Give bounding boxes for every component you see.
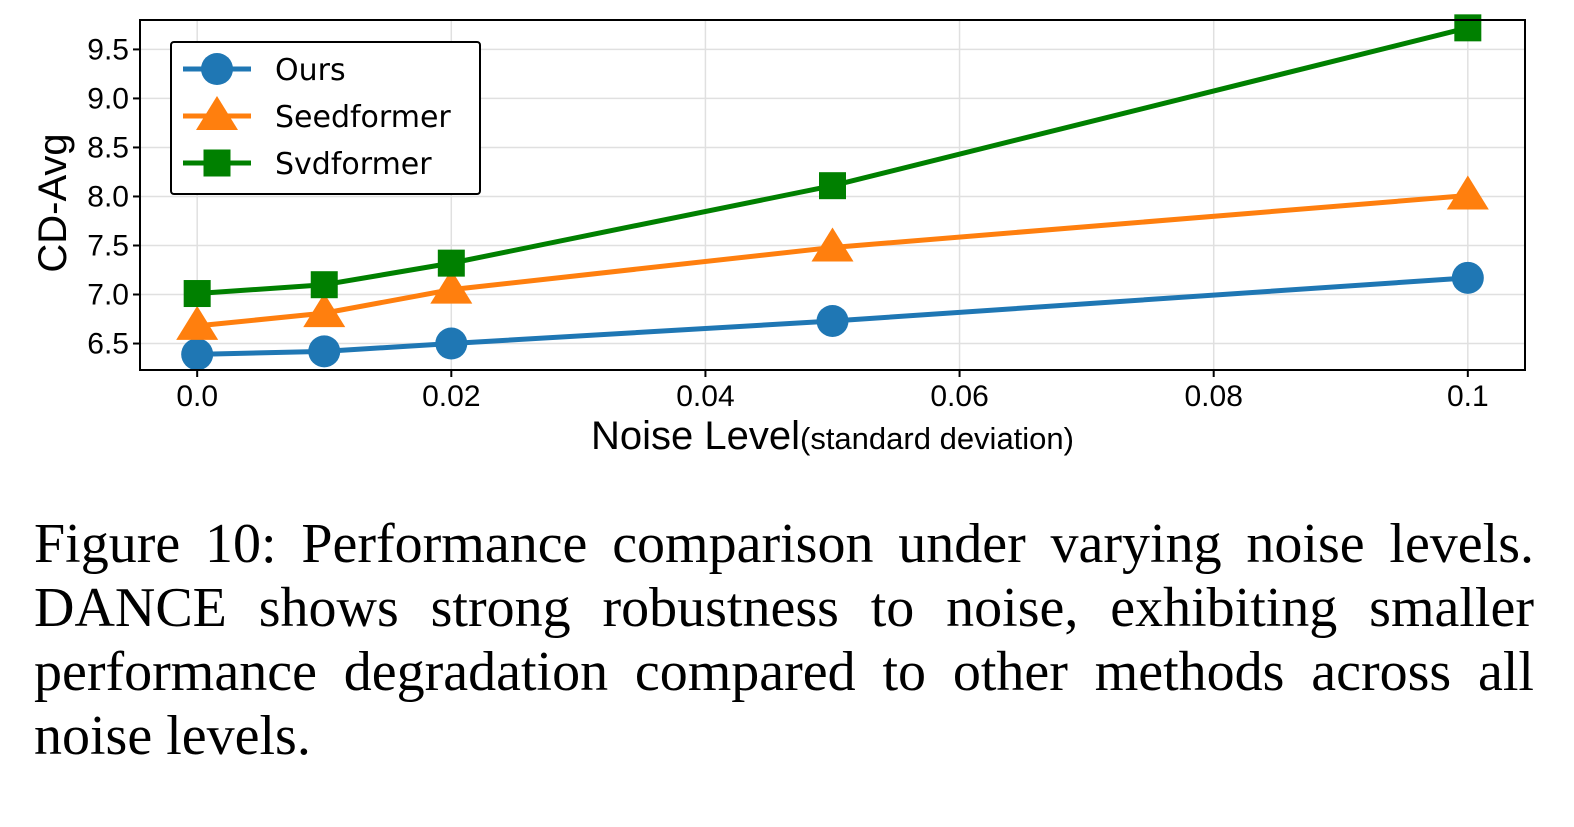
data-point-seedformer bbox=[1446, 175, 1489, 210]
x-tick-label: 0.08 bbox=[1184, 380, 1242, 413]
x-tick-label: 0.04 bbox=[676, 380, 734, 413]
series-svdformer bbox=[183, 14, 1482, 308]
data-point-ours bbox=[435, 327, 468, 360]
plot-frame bbox=[139, 19, 1526, 371]
data-point-seedformer bbox=[811, 227, 854, 262]
series-group bbox=[176, 14, 1489, 371]
x-axis-label: Noise Level bbox=[591, 414, 800, 458]
data-point-svdformer bbox=[310, 271, 338, 299]
y-tick-label: 9.0 bbox=[87, 82, 129, 115]
legend: Ours Seedformer Svdformer bbox=[170, 41, 481, 195]
data-point-ours bbox=[1451, 261, 1484, 294]
y-tick-label: 8.5 bbox=[87, 131, 129, 164]
legend-item-ours: Ours bbox=[183, 53, 346, 88]
line-chart: 0.0 0.02 0.04 0.06 0.08 0.1 6.5 7.0 7.5 8.0 8.5 9.0… bbox=[31, 14, 1526, 458]
x-tick-label: 0.02 bbox=[422, 380, 480, 413]
data-point-svdformer bbox=[1454, 14, 1482, 42]
x-tick-label: 0.06 bbox=[930, 380, 988, 413]
legend-label-seedformer: Seedformer bbox=[275, 100, 451, 135]
data-point-seedformer bbox=[176, 305, 219, 340]
y-tick-label: 7.0 bbox=[87, 279, 129, 312]
legend-label-svdformer: Svdformer bbox=[275, 147, 432, 182]
legend-item-seedformer: Seedformer bbox=[183, 96, 451, 135]
series-seedformer bbox=[176, 175, 1489, 340]
y-tick-label: 9.5 bbox=[87, 33, 129, 66]
legend-box bbox=[170, 41, 481, 195]
x-axis-label-sub: (standard deviation) bbox=[800, 421, 1074, 456]
data-point-ours bbox=[816, 304, 849, 337]
legend-item-svdformer: Svdformer bbox=[183, 147, 432, 182]
legend-label-ours: Ours bbox=[275, 53, 346, 88]
data-point-seedformer bbox=[430, 269, 473, 304]
y-tick-label: 7.5 bbox=[87, 229, 129, 262]
series-ours bbox=[181, 261, 1484, 371]
data-point-svdformer bbox=[437, 249, 465, 277]
legend-marker-svdformer bbox=[203, 149, 231, 177]
data-point-ours bbox=[181, 338, 214, 371]
legend-marker-seedformer bbox=[196, 96, 238, 130]
legend-marker-ours bbox=[201, 53, 233, 85]
x-tick-label: 0.0 bbox=[176, 380, 218, 413]
figure-caption: Figure 10: Performance comparison under … bbox=[34, 513, 1534, 767]
data-point-svdformer bbox=[819, 172, 846, 200]
y-tick-label: 6.5 bbox=[87, 328, 129, 361]
figure: 0.0 0.02 0.04 0.06 0.08 0.1 6.5 7.0 7.5 8.0 8.5 9.0… bbox=[31, 14, 1526, 458]
y-tick-label: 8.0 bbox=[87, 180, 129, 213]
data-point-seedformer bbox=[303, 293, 346, 328]
data-point-ours bbox=[308, 335, 341, 368]
x-tick-label: 0.1 bbox=[1447, 380, 1489, 413]
axis-ticks: 0.0 0.02 0.04 0.06 0.08 0.1 6.5 7.0 7.5 8.0 8.5 9.0… bbox=[87, 33, 1488, 413]
data-point-svdformer bbox=[183, 280, 211, 308]
y-axis-label: CD-Avg bbox=[31, 133, 75, 272]
